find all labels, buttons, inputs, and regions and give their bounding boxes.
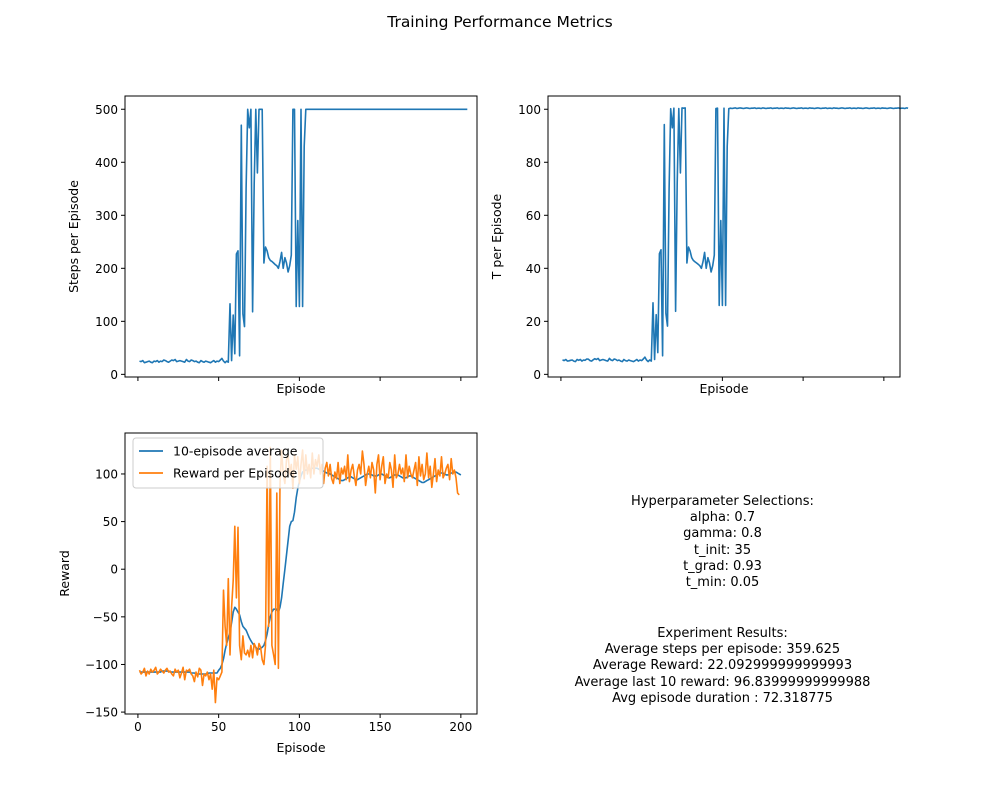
y-axis-label: T per Episode bbox=[489, 193, 504, 280]
hyperparameter-line: t_grad: 0.93 bbox=[683, 558, 762, 574]
hyperparameter-heading: Hyperparameter Selections: bbox=[631, 494, 814, 509]
y-tick-label: 60 bbox=[526, 209, 541, 223]
x-tick-label: 200 bbox=[449, 720, 472, 734]
legend: 10-episode average Reward per Episode bbox=[132, 437, 324, 489]
steps-per-episode-plot: 0 100 200 300 400 500 Episode Steps per Episode bbox=[66, 95, 478, 396]
y-axis-label: Steps per Episode bbox=[66, 180, 81, 293]
axes-frame bbox=[124, 95, 478, 378]
legend-label: Reward per Episode bbox=[173, 466, 298, 481]
x-tick-label: 100 bbox=[288, 720, 311, 734]
y-tick-label: 100 bbox=[518, 103, 541, 117]
x-tick-label: 50 bbox=[211, 720, 226, 734]
steps-line bbox=[139, 108, 468, 364]
t-line bbox=[562, 107, 909, 363]
y-tick-label: 50 bbox=[103, 515, 118, 529]
y-tick-label: 200 bbox=[95, 262, 118, 276]
results-line: Avg episode duration : 72.318775 bbox=[612, 690, 833, 706]
axes-frame bbox=[124, 432, 478, 715]
results-line: Average last 10 reward: 96.8399999999998… bbox=[574, 674, 871, 690]
axes-frame bbox=[547, 95, 901, 378]
x-axis-label: Episode bbox=[276, 740, 325, 755]
y-tick-label: −50 bbox=[93, 610, 118, 624]
y-tick-label: 80 bbox=[526, 156, 541, 170]
y-tick-label: 300 bbox=[95, 209, 118, 223]
y-tick-label: −100 bbox=[85, 658, 118, 672]
y-tick-label: 0 bbox=[110, 563, 118, 577]
y-tick-label: 100 bbox=[95, 467, 118, 481]
legend-box bbox=[132, 437, 324, 489]
x-tick-label: 0 bbox=[134, 720, 142, 734]
y-tick-label: 100 bbox=[95, 315, 118, 329]
y-tick-label: 500 bbox=[95, 103, 118, 117]
y-tick-label: 40 bbox=[526, 262, 541, 276]
y-tick-label: 400 bbox=[95, 156, 118, 170]
results-line: Average Reward: 22.092999999999993 bbox=[592, 658, 853, 674]
hyperparameter-line: t_init: 35 bbox=[693, 542, 752, 558]
results-heading: Experiment Results: bbox=[657, 626, 788, 641]
y-axis-label: Reward bbox=[57, 550, 72, 597]
y-tick-label: 0 bbox=[533, 368, 541, 382]
figure-title: Training Performance Metrics bbox=[386, 13, 613, 31]
y-tick-label: 0 bbox=[110, 368, 118, 382]
y-tick-label: 20 bbox=[526, 315, 541, 329]
hyperparameter-line: gamma: 0.8 bbox=[683, 526, 762, 542]
t-per-episode-plot: 0 20 40 60 80 100 Episode T per Episode bbox=[489, 95, 909, 396]
results-line: Average steps per episode: 359.625 bbox=[604, 642, 841, 658]
results-panel: Experiment Results: Average steps per ep… bbox=[500, 626, 945, 707]
legend-label: 10-episode average bbox=[173, 444, 298, 459]
hyperparameter-line: t_min: 0.05 bbox=[685, 575, 760, 591]
x-tick-label: 150 bbox=[369, 720, 392, 734]
x-axis-label: Episode bbox=[276, 381, 325, 396]
hyperparameter-line: alpha: 0.7 bbox=[689, 510, 756, 526]
y-tick-label: −150 bbox=[85, 706, 118, 720]
reward-plot: 0 50 100 150 200 −150 −100 −50 0 50 100 Episode Rewa… bbox=[57, 432, 478, 755]
hyperparameter-panel: Hyperparameter Selections: alpha: 0.7 ga… bbox=[500, 494, 945, 591]
x-axis-label: Episode bbox=[699, 381, 748, 396]
